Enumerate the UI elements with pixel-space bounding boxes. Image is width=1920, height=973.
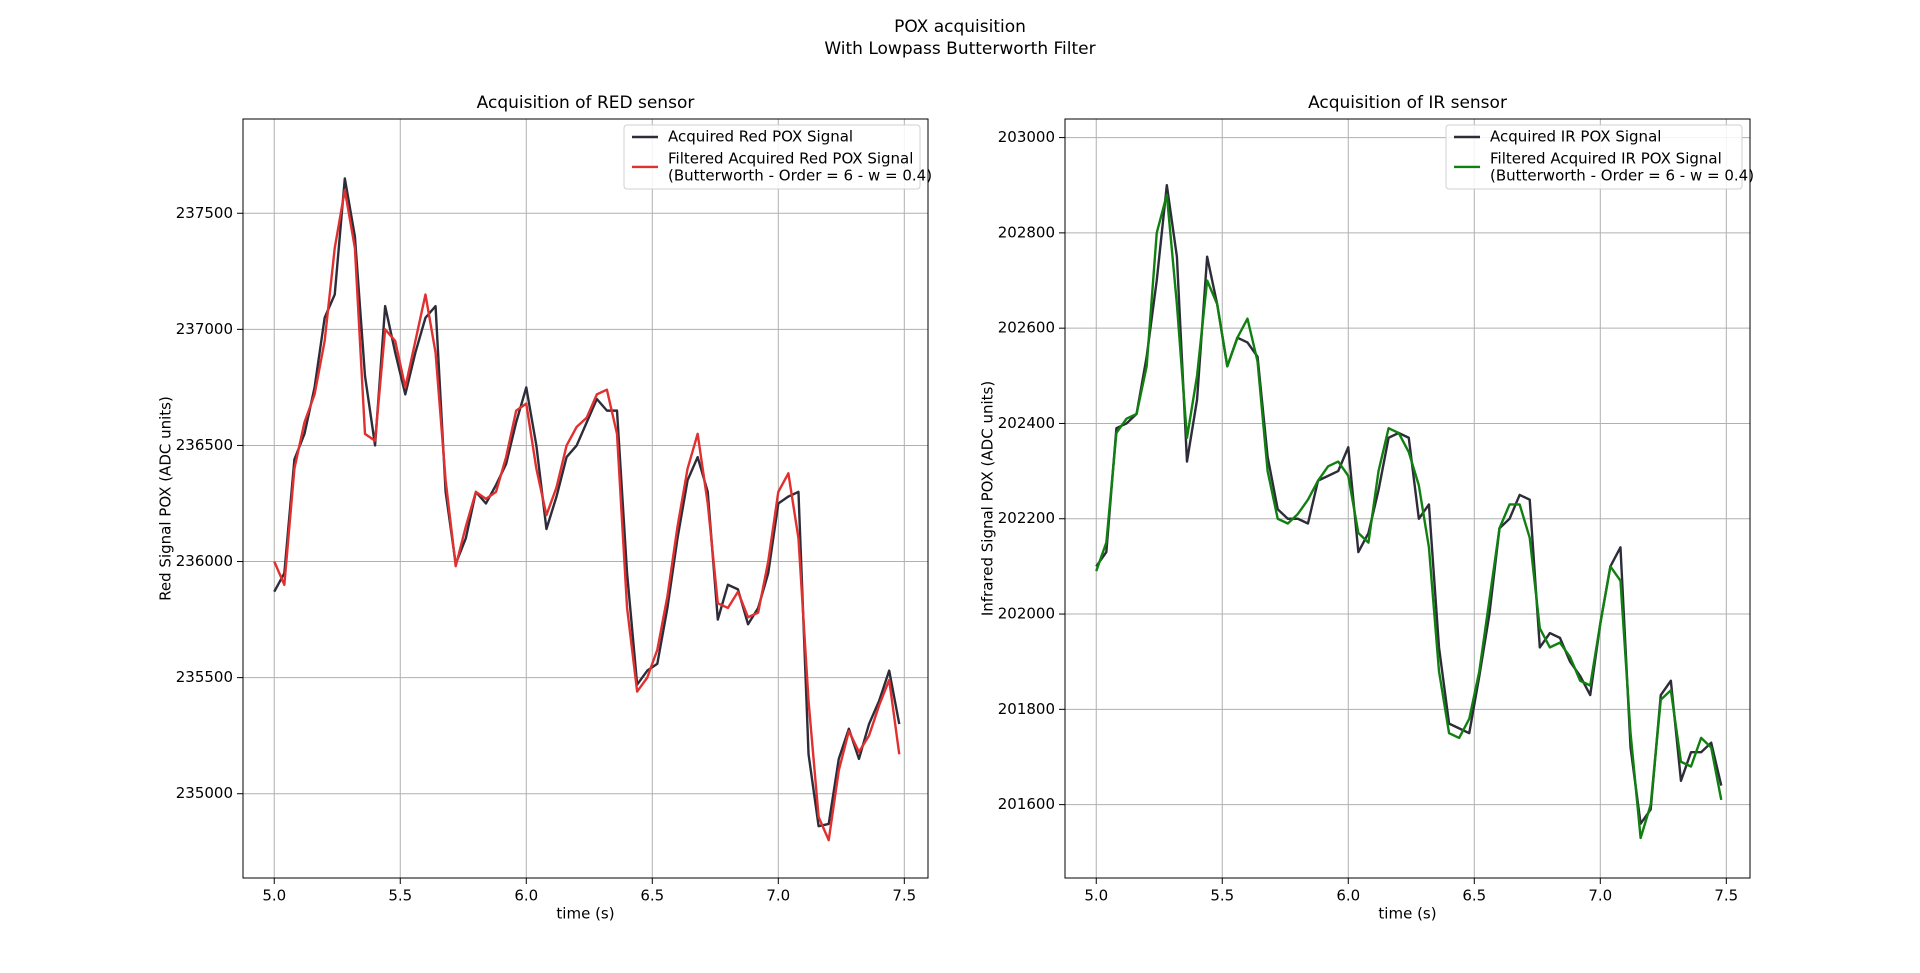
- y-tick-label: 203000: [998, 128, 1055, 146]
- y-tick-label: 201800: [998, 700, 1055, 718]
- legend-box: [623, 124, 921, 190]
- y-tick-label: 202800: [998, 223, 1055, 241]
- x-axis-label: time (s): [556, 905, 614, 923]
- subplot: 5.0 5.5 6.0 6.5 7.0 7.5 235000 235500 236000 2365…: [157, 93, 933, 923]
- x-tick-label: 6.0: [514, 887, 538, 905]
- legend: Acquired Red POX Signal Filtered Acquired…: [623, 124, 932, 190]
- series-line: [1095, 193, 1723, 840]
- y-tick-label: 236000: [176, 552, 233, 570]
- legend: Acquired IR POX Signal Filtered Acquired …: [1445, 124, 1754, 190]
- y-tick-label: 202400: [998, 414, 1055, 432]
- y-tick-label: 201600: [998, 795, 1055, 813]
- text-line: (Butterworth - Order = 6 - w = 0.4): [668, 166, 932, 184]
- legend-label: Filtered Acquired Red POX Signal (Butterw…: [668, 149, 932, 184]
- y-tick-label: 236500: [176, 436, 233, 454]
- axes-frame: [242, 118, 929, 879]
- x-tick-label: 7.5: [1714, 887, 1738, 905]
- series-line: [273, 177, 901, 828]
- subplot: 5.0 5.5 6.0 6.5 7.0 7.5 201600 201800 202000 2022…: [979, 93, 1755, 923]
- x-tick-label: 5.5: [1210, 887, 1234, 905]
- y-tick-label: 202000: [998, 605, 1055, 623]
- figure-title: POX acquisition: [894, 17, 1026, 37]
- y-tick-label: 235500: [176, 668, 233, 686]
- y-tick-label: 202200: [998, 509, 1055, 527]
- x-tick-label: 5.0: [262, 887, 286, 905]
- x-tick-label: 7.0: [1588, 887, 1612, 905]
- series-line: [1095, 184, 1723, 825]
- series-line: [273, 188, 901, 842]
- y-tick-label: 237000: [176, 320, 233, 338]
- x-tick-label: 5.5: [388, 887, 412, 905]
- x-tick-label: 7.0: [766, 887, 790, 905]
- axes-frame: [1064, 118, 1751, 879]
- subplot-title: Acquisition of IR sensor: [1308, 93, 1507, 113]
- legend-label: Filtered Acquired IR POX Signal (Butterwo…: [1490, 149, 1754, 184]
- legend-label: Acquired Red POX Signal: [668, 128, 853, 146]
- legend-label: Acquired IR POX Signal: [1490, 128, 1661, 146]
- x-tick-label: 6.0: [1336, 887, 1360, 905]
- x-tick-label: 6.5: [1462, 887, 1486, 905]
- figure-subtitle: With Lowpass Butterworth Filter: [824, 39, 1095, 59]
- text-line: (Butterworth - Order = 6 - w = 0.4): [1490, 166, 1754, 184]
- x-axis-label: time (s): [1378, 905, 1436, 923]
- subplot-title: Acquisition of RED sensor: [477, 93, 695, 113]
- y-tick-label: 235000: [176, 784, 233, 802]
- y-tick-label: 202600: [998, 319, 1055, 337]
- legend-box: [1445, 124, 1743, 190]
- y-tick-label: 237500: [176, 204, 233, 222]
- y-axis-label: Red Signal POX (ADC units): [157, 396, 175, 601]
- y-axis-label: Infrared Signal POX (ADC units): [979, 381, 997, 616]
- x-tick-label: 5.0: [1084, 887, 1108, 905]
- x-tick-label: 7.5: [892, 887, 916, 905]
- text-line: Filtered Acquired Red POX Signal: [668, 149, 913, 167]
- text-line: Filtered Acquired IR POX Signal: [1490, 149, 1722, 167]
- x-tick-label: 6.5: [640, 887, 664, 905]
